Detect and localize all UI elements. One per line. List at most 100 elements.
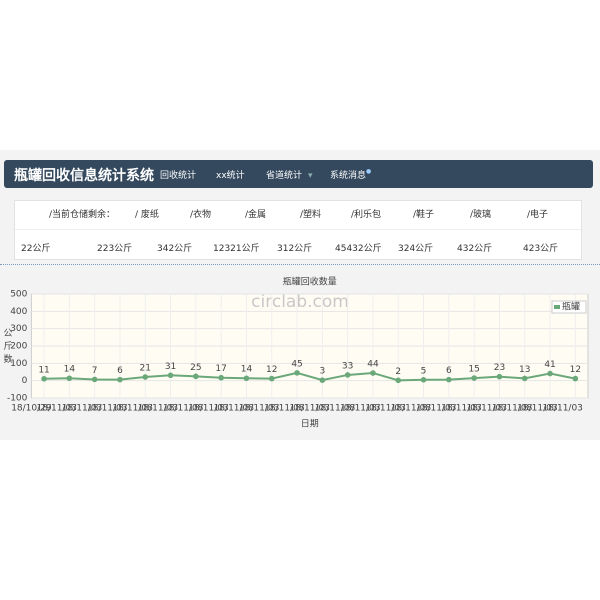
data-label: 12 [266,365,277,375]
point [395,377,402,384]
x-tick-label: 18/11/03 [36,404,76,414]
column-header: /塑料 [300,210,322,220]
nav-item[interactable]: xx统计 [216,171,245,181]
data-label: 12 [570,365,581,375]
x-tick-label: 18/11/03 [289,404,329,414]
column-header: /利乐包 [351,210,382,220]
point [167,372,174,379]
data-label: 2 [395,367,401,377]
data-label: 3 [319,367,325,377]
divider [0,264,600,265]
point [370,370,376,376]
point [420,377,427,383]
data-label: 45 [291,359,302,369]
data-label: 41 [544,360,555,370]
nav-item[interactable]: 系统消息● [330,168,372,181]
cell-value: 432公斤 [457,244,493,254]
data-label: 13 [519,365,530,375]
column-header: /衣物 [190,210,212,220]
point [344,372,351,378]
point [243,375,250,382]
data-label: 11 [38,365,49,375]
cell-value: 45432公斤 [335,244,382,254]
cell-value: 312公斤 [277,244,313,254]
data-label: 14 [241,365,253,375]
x-tick-label: 18/11/03 [87,404,127,414]
navbar: 瓶罐回收信息统计系统 回收统计 xx统计 省道统计 ▾ 系统消息● [4,160,593,188]
x-tick-label: 18/10/29 [11,404,52,414]
data-label: 23 [494,363,505,373]
caret: ▾ [308,171,313,181]
point [294,370,300,376]
data-label: 6 [117,366,123,376]
point [471,375,477,381]
point [117,376,123,383]
point [268,375,275,382]
data-label: 15 [468,365,479,375]
y-tick-label: 200 [10,342,27,352]
x-tick-label: 18/11/03 [365,404,405,414]
y-tick-label: 100 [10,359,27,369]
y-tick-label: -100 [7,394,28,404]
x-tick-label: 18/11/03 [542,404,582,414]
data-label: 7 [92,366,98,376]
cell-value: 223公斤 [97,244,133,254]
point [41,375,47,382]
column-header: /当前仓储剩余： [49,210,116,220]
chart: 瓶罐回收数量 circlab.com -100 0 100 200 300 400 500 18/… [3,276,589,430]
x-tick-label: 18/11/03 [416,404,456,414]
data-label: 14 [64,365,76,375]
point [572,375,579,382]
point [521,375,528,382]
column-header: /金属 [245,210,267,220]
point [446,376,452,383]
x-tick-label: 18/11/03 [138,404,178,414]
y-axis-label: 公斤数 [3,328,12,365]
point [193,373,199,380]
x-tick-label: 18/11/03 [467,404,507,414]
legend-swatch [554,305,560,309]
y-tick-label: 400 [10,307,27,317]
cell-value: 12321公斤 [213,244,260,254]
nav-item[interactable]: 回收统计 [160,171,197,181]
x-tick-label: 18/11/08 [264,404,305,414]
series-line [44,371,576,382]
data-label: 6 [446,366,452,376]
cell-value: 22公斤 [21,244,51,254]
point [547,370,553,377]
stock-table: /当前仓储剩余： / 废纸/衣物/金属/塑料/利乐包/鞋子/玻璃/电子 22公斤 22… [14,200,582,260]
point [66,375,73,382]
cell-value: 423公斤 [523,244,559,254]
x-tick-label: 18/11/08 [163,404,204,414]
x-tick-label: 18/11/08 [391,404,432,414]
app-title: 瓶罐回收信息统计系统 [14,168,154,184]
legend-box [551,300,587,314]
point [218,374,224,381]
point [142,374,149,380]
data-label: 5 [421,366,427,376]
column-header: / 废纸 [135,210,159,220]
badge-dot: ● [366,168,372,175]
x-tick-label: 18/11/08 [492,404,533,414]
x-tick-label: 18/11/03 [517,404,557,414]
column-header: /鞋子 [413,210,435,220]
x-tick-label: 18/11/03 [62,404,102,414]
y-tick-label: 0 [22,376,28,386]
data-label: 33 [342,361,353,371]
data-label: 25 [190,363,201,373]
data-label: 31 [165,362,176,372]
legend-label: 瓶罐 [562,301,580,313]
x-tick-label: 18/11/03 [239,404,279,414]
row-divider [15,229,581,230]
data-label: 44 [367,360,379,370]
point [319,377,326,383]
column-header: /玻璃 [470,210,492,220]
data-label: 17 [215,364,226,374]
x-tick-label: 18/11/03 [188,404,228,414]
y-tick-label: 500 [10,290,27,300]
cell-value: 342公斤 [157,244,193,254]
cell-value: 324公斤 [398,244,434,254]
nav-item[interactable]: 省道统计 ▾ [266,171,313,181]
data-label: 21 [140,364,151,374]
